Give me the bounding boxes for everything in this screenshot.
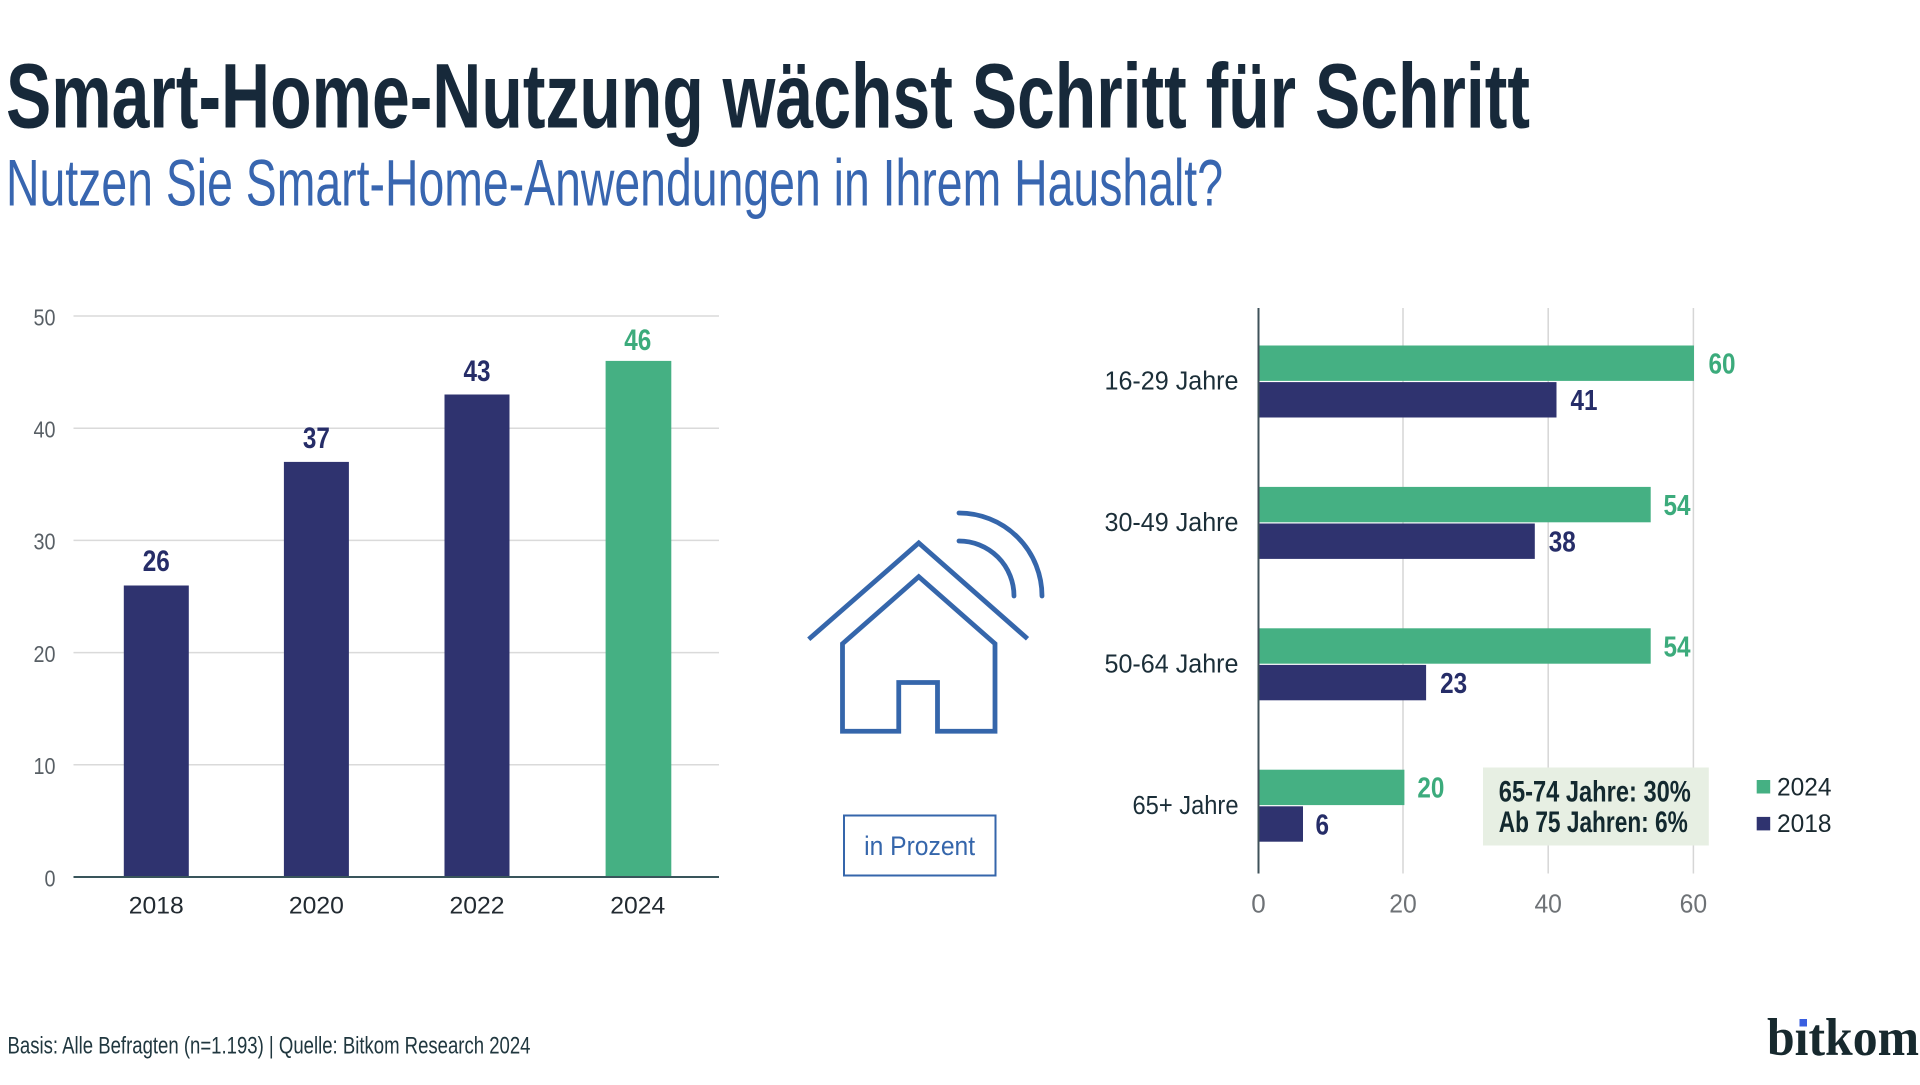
svg-text:Smart-Home-Nutzung wächst Schr: Smart-Home-Nutzung wächst Schritt für Sc… — [6, 46, 1530, 148]
svg-text:65-74 Jahre: 30%: 65-74 Jahre: 30% — [1499, 775, 1691, 808]
svg-text:46: 46 — [624, 324, 651, 357]
svg-text:bıtkom: bıtkom — [1767, 1009, 1919, 1067]
svg-text:54: 54 — [1664, 490, 1691, 522]
svg-text:26: 26 — [143, 545, 170, 578]
svg-text:2018: 2018 — [129, 892, 184, 919]
svg-text:2020: 2020 — [289, 892, 344, 919]
svg-text:65+ Jahre: 65+ Jahre — [1133, 792, 1239, 820]
svg-text:40: 40 — [34, 417, 56, 443]
svg-text:20: 20 — [1417, 773, 1444, 805]
svg-text:54: 54 — [1664, 631, 1691, 663]
svg-text:20: 20 — [34, 641, 56, 667]
svg-text:Basis: Alle Befragten (n=1.193: Basis: Alle Befragten (n=1.193) | Quelle… — [8, 1033, 531, 1060]
svg-text:2024: 2024 — [610, 892, 665, 919]
svg-text:40: 40 — [1534, 889, 1562, 919]
svg-text:37: 37 — [303, 422, 330, 455]
svg-text:20: 20 — [1389, 889, 1417, 919]
svg-text:in Prozent: in Prozent — [864, 831, 976, 861]
svg-text:Ab 75 Jahren: 6%: Ab 75 Jahren: 6% — [1499, 806, 1688, 839]
svg-text:38: 38 — [1549, 527, 1576, 559]
svg-text:10: 10 — [34, 753, 56, 779]
svg-text:43: 43 — [464, 355, 491, 388]
svg-text:50: 50 — [34, 304, 56, 330]
svg-text:30: 30 — [34, 529, 56, 555]
svg-text:0: 0 — [1251, 889, 1265, 919]
svg-text:2022: 2022 — [450, 892, 505, 919]
svg-text:30-49 Jahre: 30-49 Jahre — [1105, 509, 1239, 537]
svg-text:0: 0 — [45, 865, 56, 891]
svg-text:2024: 2024 — [1777, 773, 1832, 801]
svg-text:16-29 Jahre: 16-29 Jahre — [1105, 368, 1239, 396]
svg-text:60: 60 — [1709, 349, 1736, 381]
svg-text:60: 60 — [1680, 889, 1708, 919]
svg-text:Nutzen Sie Smart-Home-Anwendun: Nutzen Sie Smart-Home-Anwendungen in Ihr… — [6, 146, 1223, 220]
svg-text:2018: 2018 — [1777, 810, 1832, 838]
svg-text:41: 41 — [1571, 385, 1598, 417]
svg-text:50-64 Jahre: 50-64 Jahre — [1105, 651, 1239, 679]
svg-text:6: 6 — [1316, 809, 1330, 841]
svg-text:23: 23 — [1440, 668, 1467, 700]
